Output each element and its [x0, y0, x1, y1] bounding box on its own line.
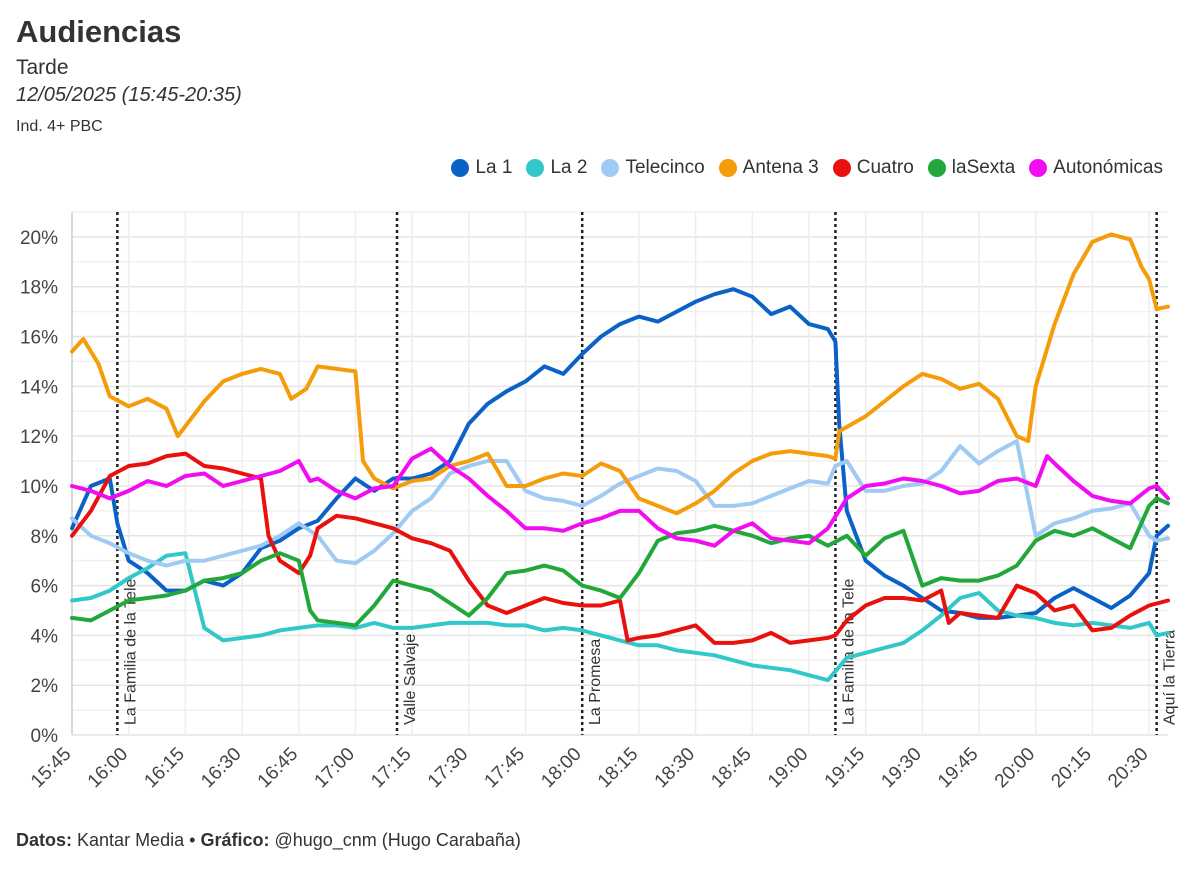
legend-label: laSexta	[951, 157, 1016, 178]
x-tick-label: 18:00	[537, 744, 585, 792]
x-tick-label: 19:30	[877, 744, 925, 792]
chart-subtitle: Tarde	[16, 56, 69, 79]
legend-label: Telecinco	[625, 157, 705, 178]
legend-item: Antena 3	[718, 157, 819, 179]
legend-item: Telecinco	[601, 157, 705, 179]
y-tick-label: 18%	[20, 278, 58, 299]
legend-swatch	[601, 159, 620, 177]
y-tick-label: 20%	[20, 228, 58, 249]
legend-item: La 2	[526, 157, 587, 179]
x-tick-label: 20:00	[991, 744, 1039, 792]
x-tick-label: 16:00	[84, 744, 132, 792]
y-tick-label: 8%	[31, 527, 59, 548]
footer-separator: •	[189, 830, 196, 850]
x-tick-label: 17:45	[481, 744, 529, 792]
legend-item: La 1	[451, 157, 512, 179]
legend-swatch	[927, 159, 946, 177]
x-tick-label: 18:45	[707, 744, 755, 792]
x-tick-label: 16:30	[197, 744, 245, 792]
footer-chart-label: Gráfico:	[200, 830, 270, 850]
x-tick-label: 19:45	[934, 744, 982, 792]
y-tick-label: 12%	[20, 427, 58, 448]
legend-swatch	[526, 159, 545, 177]
x-tick-label: 19:00	[764, 744, 812, 792]
annotation-label: La Familia de la Tele	[122, 578, 139, 725]
annotation-label: La Familia de la Tele	[840, 578, 857, 725]
x-tick-label: 20:15	[1047, 744, 1095, 792]
series-line-la-1	[70, 287, 1170, 620]
annotation-label: Valle Salvaje	[402, 634, 419, 725]
annotation-label: Aquí la Tierra	[1162, 630, 1179, 725]
x-tick-label: 19:15	[821, 744, 869, 792]
series-line-antena-3	[70, 232, 1170, 516]
x-tick-label: 17:00	[311, 744, 359, 792]
x-tick-label: 15:45	[27, 744, 75, 792]
y-tick-label: 10%	[20, 477, 58, 498]
footer-data-value: Kantar Media	[77, 830, 185, 850]
footer-credits: Datos: Kantar Media • Gráfico: @hugo_cnm…	[16, 830, 521, 851]
y-tick-label: 0%	[31, 726, 59, 747]
y-tick-label: 14%	[20, 377, 58, 398]
x-tick-label: 20:30	[1104, 744, 1152, 792]
y-tick-label: 2%	[31, 676, 59, 697]
annotation-label: La Promesa	[587, 639, 604, 725]
legend-label: Autonómicas	[1053, 157, 1163, 178]
legend-swatch	[1029, 159, 1048, 177]
y-tick-label: 16%	[20, 328, 58, 349]
x-tick-label: 16:45	[254, 744, 302, 792]
footer-data-label: Datos:	[16, 830, 73, 850]
footer-chart-value: @hugo_cnm (Hugo Carabaña)	[274, 830, 521, 850]
legend-swatch	[451, 159, 470, 177]
series-line-cuatro	[70, 451, 1170, 645]
legend-swatch	[832, 159, 851, 177]
x-tick-label: 18:30	[651, 744, 699, 792]
legend-item: laSexta	[927, 157, 1016, 179]
x-tick-label: 17:15	[367, 744, 415, 792]
series-line-lasexta	[70, 496, 1170, 628]
legend-item: Cuatro	[832, 157, 914, 179]
legend: La 1 La 2 Telecinco Antena 3 Cuatro laSexta Au…	[437, 157, 1163, 179]
legend-item: Autonómicas	[1029, 157, 1163, 179]
chart-title: Audiencias	[16, 14, 182, 49]
legend-label: La 1	[475, 157, 513, 178]
y-tick-label: 4%	[31, 626, 59, 647]
legend-label: La 2	[550, 157, 588, 178]
legend-swatch	[718, 159, 737, 177]
legend-label: Antena 3	[742, 157, 819, 178]
legend-label: Cuatro	[856, 157, 914, 178]
x-tick-label: 17:30	[424, 744, 472, 792]
y-tick-label: 6%	[31, 577, 59, 598]
series-line-telecinco	[70, 439, 1170, 568]
chart-note: Ind. 4+ PBC	[16, 118, 103, 135]
x-tick-label: 16:15	[140, 744, 188, 792]
x-tick-label: 18:15	[594, 744, 642, 792]
chart-date: 12/05/2025 (15:45-20:35)	[16, 84, 242, 106]
series-line-auton-micas	[70, 446, 1170, 548]
